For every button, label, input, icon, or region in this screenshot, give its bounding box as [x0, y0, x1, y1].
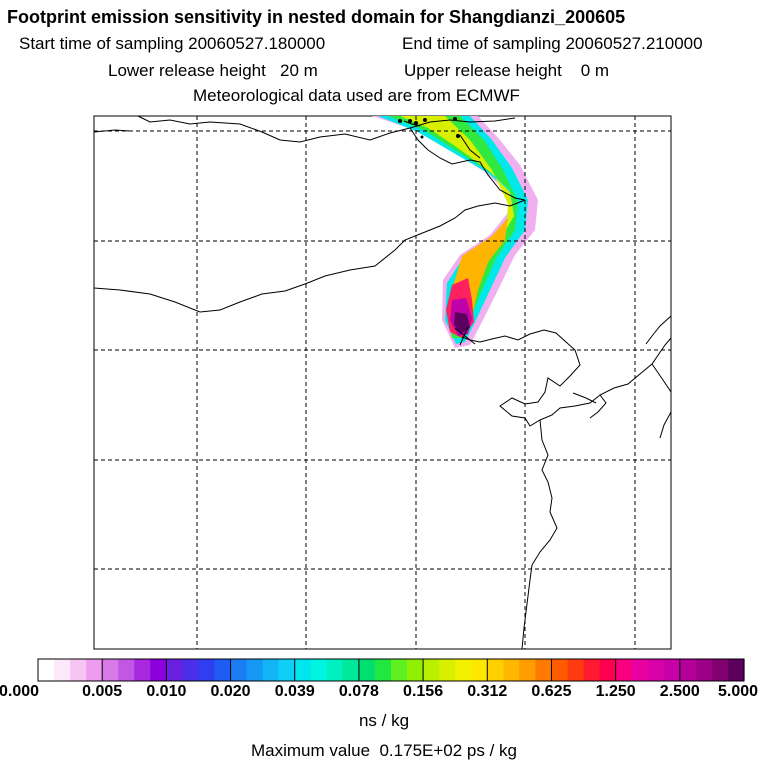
colorbar-cell: [326, 659, 344, 681]
colorbar-cell: [198, 659, 216, 681]
colorbar-cell: [230, 659, 248, 681]
colorbar-cell: [310, 659, 328, 681]
colorbar: [38, 659, 745, 681]
max-value-label: Maximum value 0.175E+02 ps / kg: [251, 741, 517, 760]
colorbar-cell: [134, 659, 151, 681]
plume-core: [454, 312, 470, 334]
colorbar-cell: [471, 659, 488, 681]
lower-release-height-label: Lower release height 20 m: [108, 61, 318, 80]
footprint-plume: [372, 116, 538, 348]
colorbar-tick-label: 0.000: [0, 683, 40, 700]
colorbar-cell: [391, 659, 408, 681]
colorbar-cell: [647, 659, 665, 681]
colorbar-tick-label: 0.039: [274, 683, 315, 700]
plume-band-cyan: [378, 116, 528, 344]
colorbar-cell: [150, 659, 167, 681]
colorbar-cell: [214, 659, 232, 681]
colorbar-cell: [567, 659, 585, 681]
colorbar-cell: [535, 659, 553, 681]
colorbar-tick-label: 0.078: [338, 683, 379, 700]
colorbar-cell: [487, 659, 504, 681]
colorbar-tick-label: 0.312: [467, 683, 508, 700]
colorbar-cell: [166, 659, 184, 681]
colorbar-cell: [278, 659, 296, 681]
colorbar-tick-label: 5.000: [717, 683, 759, 700]
start-time-label: Start time of sampling 20060527.180000: [19, 34, 326, 53]
colorbar-cell: [294, 659, 312, 681]
colorbar-tick-label: 1.250: [595, 683, 636, 700]
colorbar-cell: [583, 659, 601, 681]
colorbar-tick-label: 0.005: [82, 683, 123, 700]
colorbar-cell: [679, 659, 697, 681]
colorbar-tick-label: 0.020: [210, 683, 251, 700]
colorbar-cell: [407, 659, 424, 681]
graticule: [94, 116, 671, 649]
release-point-marker: [454, 326, 476, 346]
colorbar-cell: [455, 659, 472, 681]
colorbar-cell: [663, 659, 681, 681]
colorbar-tick-label: 0.156: [403, 683, 444, 700]
colorbar-cell: [631, 659, 649, 681]
end-time-label: End time of sampling 20060527.210000: [402, 34, 703, 53]
colorbar-ticks: [37, 659, 745, 681]
colorbar-cell: [695, 659, 713, 681]
colorbar-cell: [38, 659, 55, 681]
colorbar-cell: [519, 659, 537, 681]
colorbar-cell: [262, 659, 280, 681]
colorbar-cell: [342, 659, 360, 681]
colorbar-cell: [246, 659, 264, 681]
colorbar-cell: [727, 659, 745, 681]
colorbar-cell: [86, 659, 103, 681]
colorbar-cell: [70, 659, 87, 681]
colorbar-cell: [118, 659, 135, 681]
unit-label: ns / kg: [358, 711, 410, 730]
colorbar-cell: [102, 659, 119, 681]
city-markers: [398, 117, 460, 139]
map-frame: [93, 115, 672, 650]
colorbar-tick-label: 0.625: [531, 683, 572, 700]
colorbar-cell: [711, 659, 729, 681]
colorbar-cell: [503, 659, 520, 681]
colorbar-tick-label: 0.010: [146, 683, 187, 700]
colorbar-cell: [615, 659, 633, 681]
colorbar-cell: [374, 659, 392, 681]
map-title: Footprint emission sensitivity in nested…: [7, 7, 626, 27]
colorbar-tick-label: 2.500: [659, 683, 700, 700]
colorbar-cell: [54, 659, 71, 681]
colorbar-cell: [358, 659, 376, 681]
met-data-label: Meteorological data used are from ECMWF: [193, 86, 520, 105]
colorbar-cell: [551, 659, 569, 681]
upper-release-height-label: Upper release height 0 m: [404, 61, 610, 80]
colorbar-cell: [439, 659, 456, 681]
colorbar-cell: [423, 659, 440, 681]
colorbar-cell: [599, 659, 617, 681]
colorbar-cell: [182, 659, 200, 681]
